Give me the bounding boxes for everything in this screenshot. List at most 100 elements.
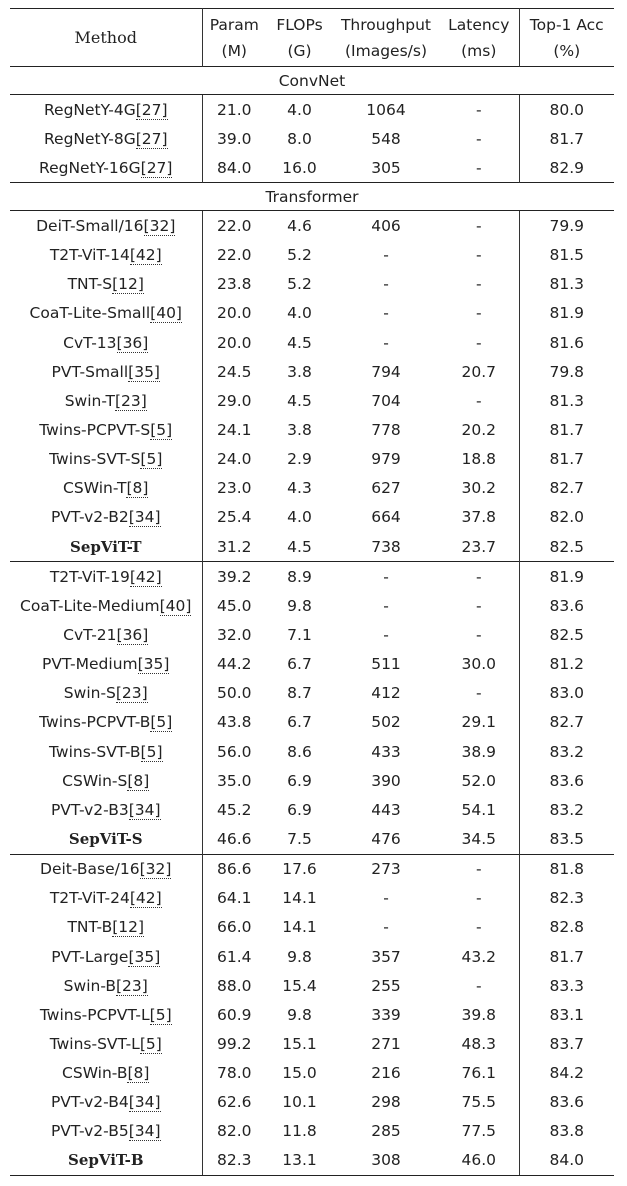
param-cell: 56.0 bbox=[201, 736, 266, 767]
citation-link[interactable]: [27] bbox=[140, 158, 173, 178]
citation-link[interactable]: [8] bbox=[127, 1064, 150, 1084]
latency-cell: 30.0 bbox=[461, 655, 496, 674]
method-name: CSWin-B bbox=[62, 1064, 128, 1083]
top1-cell: 84.2 bbox=[518, 1058, 614, 1088]
citation-link[interactable]: [5] bbox=[140, 450, 163, 470]
method-name: CSWin-S bbox=[62, 771, 128, 790]
throughput-cell: 738 bbox=[371, 537, 401, 556]
flops-cell: 4.5 bbox=[287, 537, 312, 556]
throughput-cell: - bbox=[383, 889, 389, 908]
latency-cell: 18.8 bbox=[461, 450, 496, 469]
table-row: T2T-ViT-14[42] 22.0 5.2- -81.5 bbox=[10, 240, 614, 270]
table-row: Twins-SVT-S[5] 24.0 2.9 979 18.8 81.7 bbox=[10, 444, 614, 474]
citation-link[interactable]: [42] bbox=[129, 889, 162, 909]
table-row: PVT-v2-B2[34] 25.4 4.0 664 37.8 82.0 bbox=[10, 502, 614, 532]
citation-link[interactable]: [23] bbox=[116, 976, 148, 996]
method-cell: CSWin-B[8] bbox=[10, 1059, 202, 1088]
citation-link[interactable]: [23] bbox=[115, 684, 148, 704]
method-cell: CoaT-Lite-Medium[40] bbox=[10, 591, 202, 620]
citation-link[interactable]: [35] bbox=[137, 655, 170, 675]
table-row: CvT-13[36] 20.0 4.5- -81.6 bbox=[10, 327, 614, 358]
param-cell: 84.0 bbox=[201, 153, 266, 183]
latency-cell: - bbox=[439, 94, 519, 125]
citation-link[interactable]: [42] bbox=[129, 567, 162, 587]
citation-link[interactable]: [8] bbox=[126, 479, 149, 499]
header-param-line2: (M) bbox=[221, 41, 247, 60]
table-row: Twins-PCPVT-B[5] 43.8 6.7 502 29.1 82.7 bbox=[10, 707, 614, 737]
citation-link[interactable]: [40] bbox=[159, 596, 192, 616]
header-latency-line2: (ms) bbox=[461, 41, 497, 60]
top1-cell: 81.7 bbox=[518, 124, 614, 154]
param-cell: 62.6 bbox=[201, 1087, 266, 1117]
table-row: CSWin-T[8] 23.0 4.3 627 30.2 82.7 bbox=[10, 473, 614, 503]
flops-cell: 14.1 bbox=[282, 889, 317, 908]
param-cell: 82.0 bbox=[201, 1116, 266, 1146]
flops-cell: 6.9 bbox=[287, 771, 312, 790]
top1-cell: 83.2 bbox=[518, 736, 614, 767]
section-label: Transformer bbox=[10, 182, 614, 211]
citation-link[interactable]: [32] bbox=[143, 216, 176, 236]
method-cell: DeiT-Small/16[32] bbox=[10, 210, 202, 241]
method-cell: PVT-v2-B3[34] bbox=[10, 795, 202, 824]
flops-cell: 15.1 bbox=[282, 1034, 317, 1053]
citation-link[interactable]: [35] bbox=[128, 362, 160, 382]
citation-link[interactable]: [5] bbox=[150, 713, 173, 733]
top1-cell: 82.7 bbox=[518, 473, 614, 503]
citation-link[interactable]: [8] bbox=[127, 771, 150, 791]
flops-cell: 6.7 bbox=[287, 655, 312, 674]
param-cell: 99.2 bbox=[201, 1029, 266, 1059]
throughput-cell: 476 bbox=[371, 829, 401, 848]
citation-link[interactable]: [36] bbox=[116, 625, 149, 645]
method-name: CoaT-Lite-Medium bbox=[20, 596, 160, 615]
flops-cell: 5.2 bbox=[287, 246, 312, 265]
citation-link[interactable]: [36] bbox=[116, 333, 149, 353]
method-cell: T2T-ViT-14[42] bbox=[10, 241, 202, 270]
throughput-cell: 778 bbox=[371, 420, 401, 439]
citation-link[interactable]: [5] bbox=[150, 420, 173, 440]
citation-link[interactable]: [23] bbox=[114, 391, 147, 411]
citation-link[interactable]: [34] bbox=[128, 800, 161, 820]
top1-cell: 81.6 bbox=[518, 327, 614, 358]
latency-cell: 30.2 bbox=[461, 479, 496, 498]
method-name: PVT-v2-B5 bbox=[50, 1122, 129, 1141]
method-name: Swin-B bbox=[63, 976, 116, 995]
citation-link[interactable]: [27] bbox=[135, 129, 168, 149]
param-cell: 23.0 bbox=[201, 473, 266, 503]
table-row: PVT-Large[35] 61.4 9.8 357 43.2 81.7 bbox=[10, 941, 614, 972]
citation-link[interactable]: [35] bbox=[128, 947, 161, 967]
table-row: CoaT-Lite-Medium[40] 45.0 9.8- -83.6 bbox=[10, 591, 614, 621]
table-row: Swin-B[23] 88.0 15.4 255-83.3 bbox=[10, 971, 614, 1001]
citation-link[interactable]: [5] bbox=[140, 742, 163, 762]
param-cell: 24.1 bbox=[201, 415, 266, 445]
method-name: Twins-PCPVT-S bbox=[39, 420, 151, 439]
citation-link[interactable]: [32] bbox=[139, 860, 172, 880]
latency-cell: 48.3 bbox=[461, 1034, 496, 1053]
citation-link[interactable]: [27] bbox=[135, 100, 168, 120]
header-param: Param (M) bbox=[201, 8, 266, 67]
table-row: CSWin-B[8] 78.0 15.0 216 76.1 84.2 bbox=[10, 1058, 614, 1088]
citation-link[interactable]: [34] bbox=[128, 508, 161, 528]
citation-link[interactable]: [12] bbox=[112, 918, 145, 938]
citation-link[interactable]: [5] bbox=[139, 1034, 162, 1054]
citation-link[interactable]: [34] bbox=[128, 1093, 161, 1113]
flops-cell: 4.0 bbox=[266, 94, 333, 125]
param-cell: 29.0 bbox=[201, 386, 266, 416]
flops-cell: 9.8 bbox=[287, 596, 312, 615]
flops-cell: 6.9 bbox=[287, 800, 312, 819]
param-cell: 31.2 bbox=[201, 531, 266, 562]
citation-link[interactable]: [40] bbox=[150, 304, 182, 324]
flops-cell: 17.6 bbox=[266, 853, 333, 884]
citation-link[interactable]: [12] bbox=[112, 275, 144, 295]
method-name: SepViT-T bbox=[69, 537, 142, 556]
flops-cell: 3.8 bbox=[287, 420, 312, 439]
citation-link[interactable]: [34] bbox=[128, 1122, 161, 1142]
flops-cell: 14.1 bbox=[282, 918, 317, 937]
citation-link[interactable]: [5] bbox=[149, 1005, 172, 1025]
top1-cell: 83.5 bbox=[518, 824, 614, 855]
citation-link[interactable]: [42] bbox=[129, 246, 162, 266]
flops-cell: 4.5 bbox=[287, 333, 312, 352]
table-row: PVT-v2-B5[34] 82.0 11.8 285 77.5 83.8 bbox=[10, 1116, 614, 1146]
latency-cell: - bbox=[475, 129, 482, 148]
flops-cell: 3.8 bbox=[287, 362, 312, 381]
method-cell: SepViT-T bbox=[10, 532, 202, 562]
